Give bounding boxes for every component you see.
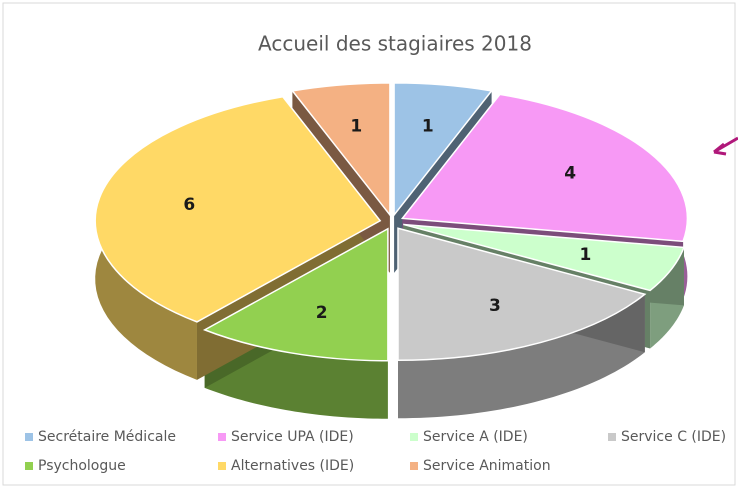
slice bbox=[202, 227, 389, 362]
data-label: 4 bbox=[564, 164, 576, 184]
legend-label: Service C (IDE) bbox=[621, 429, 726, 445]
legend-swatch bbox=[25, 433, 33, 441]
data-label: 1 bbox=[350, 117, 362, 137]
legend-swatch bbox=[410, 462, 418, 470]
data-label: 1 bbox=[422, 117, 434, 137]
legend-label: Secrétaire Médicale bbox=[38, 429, 176, 445]
legend-swatch bbox=[608, 433, 616, 441]
slice bbox=[291, 82, 391, 218]
data-label: 2 bbox=[316, 303, 328, 323]
legend-swatch bbox=[218, 433, 226, 441]
legend-label: Service A (IDE) bbox=[423, 429, 528, 445]
data-label: 6 bbox=[183, 195, 195, 215]
slice-side bbox=[398, 294, 645, 419]
data-label: 3 bbox=[489, 296, 501, 316]
legend-swatch bbox=[25, 462, 33, 470]
legend-swatch bbox=[410, 433, 418, 441]
slice bbox=[403, 223, 686, 292]
legend-label: Psychologue bbox=[38, 458, 126, 474]
chart-title: Accueil des stagiaires 2018 bbox=[258, 32, 532, 56]
slice bbox=[94, 95, 382, 323]
legend-label: Service Animation bbox=[423, 458, 551, 474]
legend-label: Service UPA (IDE) bbox=[231, 429, 354, 445]
arrow bbox=[713, 136, 738, 156]
slice bbox=[400, 93, 689, 243]
slice bbox=[393, 82, 493, 218]
data-label: 1 bbox=[579, 245, 591, 265]
legend-label: Alternatives (IDE) bbox=[231, 458, 354, 474]
slice bbox=[397, 227, 647, 361]
slices bbox=[94, 82, 689, 362]
legend-swatch bbox=[218, 462, 226, 470]
